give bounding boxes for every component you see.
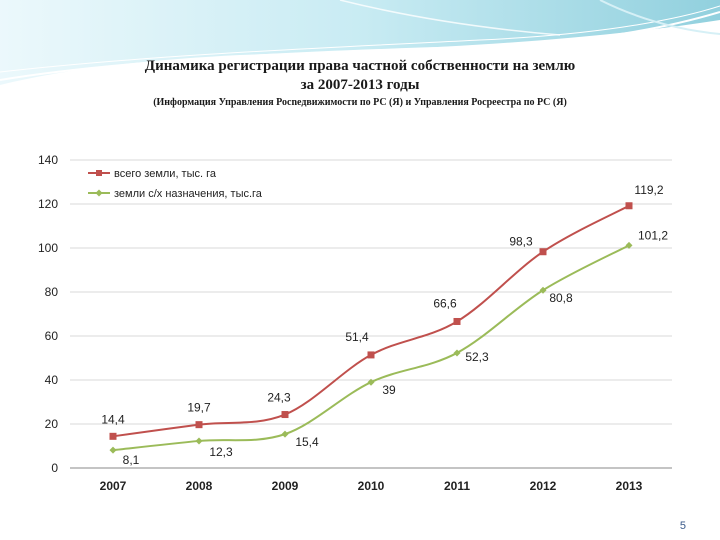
y-tick-label: 80 xyxy=(45,285,59,299)
data-point xyxy=(539,286,547,294)
y-tick-label: 120 xyxy=(38,197,58,211)
data-point xyxy=(281,430,289,438)
data-label: 101,2 xyxy=(638,228,668,242)
legend-marker xyxy=(95,189,103,197)
legend-marker xyxy=(96,170,102,176)
subtitle: (Информация Управления Росnедвижимости п… xyxy=(153,97,567,108)
title-line-2: за 2007-2013 годы xyxy=(300,77,420,93)
x-tick-label: 2013 xyxy=(616,479,643,493)
data-point xyxy=(625,202,633,210)
y-tick-label: 140 xyxy=(38,153,58,167)
x-tick-label: 2009 xyxy=(272,479,299,493)
x-tick-label: 2012 xyxy=(530,479,557,493)
data-label: 51,4 xyxy=(345,330,369,344)
data-point xyxy=(109,446,117,454)
data-point xyxy=(625,241,633,249)
data-label: 119,2 xyxy=(634,183,663,197)
data-point xyxy=(281,411,289,419)
legend-label-1: всего земли, тыс. га xyxy=(114,168,217,180)
data-label: 52,3 xyxy=(465,350,489,364)
data-label: 15,4 xyxy=(295,435,319,449)
data-label: 19,7 xyxy=(187,401,211,415)
data-point xyxy=(453,349,461,357)
y-tick-label: 0 xyxy=(51,461,58,475)
y-tick-label: 20 xyxy=(45,417,59,431)
title-line-1: Динамика регистрации права частной собст… xyxy=(144,58,576,74)
data-point xyxy=(367,378,375,386)
data-label: 12,3 xyxy=(209,445,233,459)
header-banner xyxy=(0,0,720,85)
data-label: 66,6 xyxy=(433,296,457,310)
data-point xyxy=(453,317,461,325)
data-point xyxy=(539,248,547,256)
x-tick-label: 2008 xyxy=(186,479,213,493)
data-label: 24,3 xyxy=(267,391,291,405)
legend-label-2: земли с/х назначения, тыс.га xyxy=(114,188,263,200)
data-label: 80,8 xyxy=(549,291,573,305)
x-tick-label: 2007 xyxy=(100,479,127,493)
y-tick-label: 60 xyxy=(45,329,59,343)
x-tick-label: 2010 xyxy=(358,479,385,493)
series-line-2 xyxy=(112,244,630,452)
page-number: 5 xyxy=(679,520,686,532)
data-point xyxy=(367,351,375,359)
y-tick-label: 40 xyxy=(45,373,59,387)
data-point xyxy=(195,437,203,445)
data-label: 39 xyxy=(382,383,396,397)
x-tick-label: 2011 xyxy=(444,479,470,493)
data-point xyxy=(109,432,117,440)
data-label: 8,1 xyxy=(123,453,140,467)
data-point xyxy=(195,421,203,429)
data-label: 98,3 xyxy=(509,235,533,249)
y-tick-label: 100 xyxy=(38,241,58,255)
data-label: 14,4 xyxy=(101,412,125,426)
